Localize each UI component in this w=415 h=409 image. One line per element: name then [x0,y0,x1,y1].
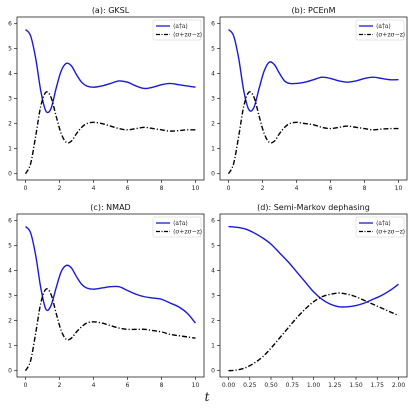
x-tick-label: 2 [58,185,62,192]
legend: ⟨a†a⟩ ⟨σ+zσ−z⟩ [355,19,405,41]
x-tick-label: 1.50 [349,382,363,389]
x-tick-label: 1.00 [307,382,321,389]
y-tick-label: 1 [211,343,215,350]
x-tick-label: 10 [192,382,200,389]
x-tick-label: 0.50 [264,382,278,389]
y-tick-label: 0 [211,368,215,375]
y-tick-label: 2 [211,318,215,325]
y-tick-label: 3 [211,293,215,300]
x-tick-label: 1.25 [328,382,342,389]
y-tick-label: 4 [8,70,12,77]
y-tick-label: 5 [211,242,215,249]
x-tick-label: 8 [160,185,164,192]
panel-3: (d): Semi-Markov dephasing 0.00 0.25 0.50 0.… [211,203,408,389]
panel-2: (c): NMAD 0 2 4 6 8 10 0 1 2 3 4 5 6 ⟨a†a⟩ ⟨σ+zσ−z⟩ [8,203,205,389]
panel-0: (a): GKSL 0 2 4 6 8 10 0 1 2 3 4 5 6 ⟨a†a⟩ ⟨σ+zσ−z⟩ [8,6,205,192]
panel-title: (b): PCEnM [292,6,336,15]
axes-frame [219,213,408,378]
series-line-aa [228,225,399,308]
y-tick-label: 2 [8,121,12,128]
x-tick-label: 6 [329,185,333,192]
panel-title: (d): Semi-Markov dephasing [257,203,370,212]
x-tick-label: 2 [261,185,265,192]
legend: ⟨a†a⟩ ⟨σ+zσ−z⟩ [152,216,202,238]
y-tick-label: 1 [211,146,215,153]
y-tick-label: 5 [8,242,12,249]
y-tick-label: 6 [8,217,12,224]
legend-label: ⟨a†a⟩ [173,220,188,227]
x-tick-label: 1.75 [371,382,385,389]
series-line-aa [227,29,399,112]
series-line-aa [24,226,197,324]
y-tick-label: 4 [211,267,215,274]
x-tick-label: 0.00 [222,382,236,389]
legend-label: ⟨a†a⟩ [376,220,391,227]
x-tick-label: 0 [24,185,28,192]
x-tick-label: 8 [363,185,367,192]
y-tick-label: 6 [211,20,215,27]
y-tick-label: 0 [8,171,12,178]
legend-label: ⟨a†a⟩ [376,23,391,30]
x-tick-label: 2.00 [392,382,406,389]
panel-title: (c): NMAD [90,203,130,212]
axes-frame [16,16,205,181]
y-tick-label: 1 [8,343,12,350]
x-tick-label: 0 [24,382,28,389]
series-line-sigma [227,91,399,175]
x-tick-label: 10 [395,185,403,192]
x-tick-label: 0 [227,185,231,192]
panel-title: (a): GKSL [92,6,130,15]
axes-frame [219,16,408,181]
y-tick-label: 0 [211,171,215,178]
y-tick-label: 0 [8,368,12,375]
y-tick-label: 1 [8,146,12,153]
legend-label: ⟨σ+zσ−z⟩ [173,229,202,236]
y-tick-label: 6 [211,217,215,224]
x-tick-label: 6 [126,185,130,192]
y-tick-label: 3 [8,293,12,300]
x-tick-label: 6 [126,382,130,389]
legend: ⟨a†a⟩ ⟨σ+zσ−z⟩ [355,216,405,238]
series-line-sigma [24,288,196,372]
legend-label: ⟨a†a⟩ [173,23,188,30]
panel-1: (b): PCEnM 0 2 4 6 8 10 0 1 2 3 4 5 6 ⟨a†a⟩ ⟨σ+zσ−z⟩ [211,6,408,192]
legend-label: ⟨σ+zσ−z⟩ [173,32,202,39]
x-tick-label: 8 [160,382,164,389]
series-line-sigma [228,292,399,372]
x-tick-label: 4 [92,382,96,389]
x-tick-label: 4 [92,185,96,192]
y-tick-label: 4 [8,267,12,274]
y-tick-label: 3 [8,96,12,103]
x-tick-label: 4 [295,185,299,192]
legend: ⟨a†a⟩ ⟨σ+zσ−z⟩ [152,19,202,41]
x-tick-label: 2 [58,382,62,389]
y-tick-label: 2 [211,121,215,128]
y-tick-label: 2 [8,318,12,325]
y-tick-label: 4 [211,70,215,77]
y-tick-label: 5 [211,45,215,52]
y-tick-label: 3 [211,96,215,103]
x-axis-label: t [205,390,210,404]
y-tick-label: 6 [8,20,12,27]
series-line-sigma [24,91,196,175]
x-tick-label: 0.75 [286,382,300,389]
axes-frame [16,213,205,378]
legend-label: ⟨σ+zσ−z⟩ [376,229,405,236]
y-tick-label: 5 [8,45,12,52]
series-line-aa [24,29,196,114]
x-tick-label: 10 [192,185,200,192]
x-tick-label: 0.25 [243,382,257,389]
legend-label: ⟨σ+zσ−z⟩ [376,32,405,39]
